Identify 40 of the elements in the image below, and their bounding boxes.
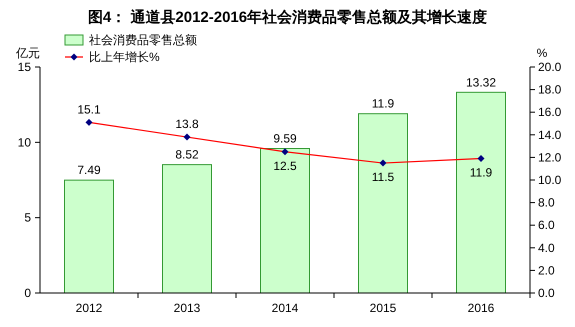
x-tick-label: 2012 [76, 301, 103, 315]
y2-tick-label: 16.0 [538, 105, 562, 120]
y2-tick-label: 18.0 [538, 82, 562, 97]
y2-tick-label: 12.0 [538, 150, 562, 164]
x-tick-label: 2015 [370, 301, 397, 315]
data-label: 11.9 [372, 96, 395, 111]
data-label: 13.32 [466, 75, 496, 90]
data-label: 11.5 [372, 170, 395, 184]
chart-title: 图4： 通道县2012-2016年社会消费品零售总额及其增长速度 [88, 8, 488, 26]
y-axis-title: 亿元 [15, 46, 40, 60]
y-tick-label: 0 [24, 286, 32, 300]
data-label: 11.9 [470, 166, 493, 180]
y2-tick-label: 4.0 [538, 240, 556, 255]
bar [260, 148, 310, 294]
y2-tick-label: 2.0 [538, 263, 556, 278]
y2-tick-label: 8.0 [538, 196, 556, 210]
bar [64, 180, 114, 294]
data-label: 8.52 [175, 148, 199, 162]
y-tick-label: 5 [24, 210, 32, 225]
y-tick-label: 15 [18, 60, 32, 74]
y2-tick-label: 20.0 [538, 60, 562, 74]
bar [358, 113, 408, 294]
x-tick-label: 2016 [468, 301, 495, 315]
y2-tick-label: 14.0 [538, 128, 562, 142]
data-label: 9.59 [273, 132, 297, 146]
y2-axis-title: % [536, 46, 548, 60]
data-label: 13.8 [175, 117, 199, 132]
x-tick-label: 2013 [174, 301, 201, 315]
y2-tick-label: 6.0 [538, 218, 556, 232]
y2-tick-label: 0.0 [538, 286, 556, 300]
data-label: 15.1 [77, 102, 101, 116]
y-tick-label: 10 [18, 135, 32, 150]
bar [162, 164, 212, 294]
data-label: 12.5 [273, 158, 297, 173]
y2-tick-label: 10.0 [538, 173, 562, 187]
x-tick-label: 2014 [272, 301, 299, 315]
data-label: 7.49 [77, 163, 101, 178]
bar [456, 92, 506, 294]
legend-label: 比上年增长% [89, 50, 160, 64]
legend-label: 社会消费品零售总额 [89, 33, 197, 47]
